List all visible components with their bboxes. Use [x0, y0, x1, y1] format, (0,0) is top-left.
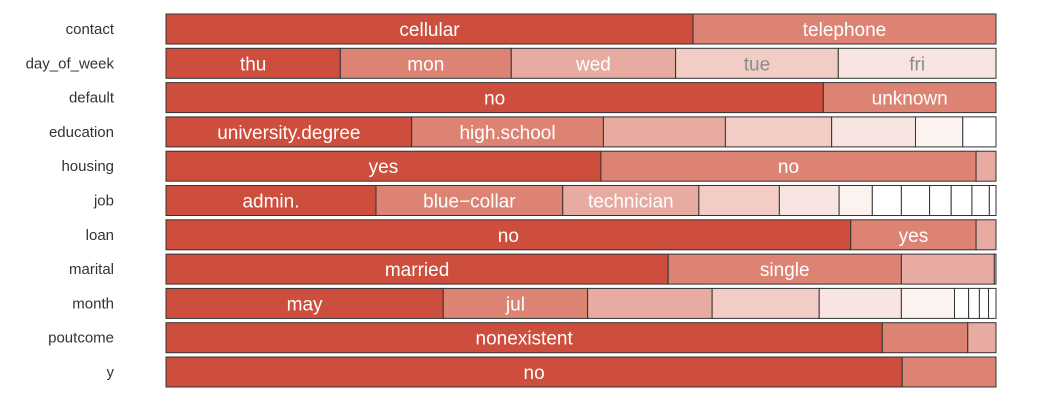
segment-label: telephone — [803, 20, 886, 41]
bar-segment — [600, 150, 977, 182]
row-label: month — [72, 295, 114, 312]
row-label: default — [69, 90, 115, 107]
bar-segment — [971, 185, 990, 216]
bar-segment — [850, 219, 977, 251]
segment-label: high.school — [459, 123, 555, 144]
bar-segment — [165, 287, 444, 319]
row-label: day_of_week — [26, 55, 115, 72]
bar-segment — [165, 253, 669, 285]
row-label: job — [93, 193, 114, 210]
segment-label: admin. — [242, 192, 299, 213]
segment-label: no — [484, 89, 505, 110]
bar-segment — [562, 185, 700, 216]
bar-segment — [954, 287, 970, 319]
row-label: contact — [66, 21, 115, 38]
bar-segment — [165, 82, 824, 114]
bar-segment — [838, 185, 873, 216]
bar-segment — [698, 185, 780, 216]
bar-segment — [602, 116, 726, 148]
segment-label: tue — [744, 54, 770, 75]
segment-label: married — [385, 260, 449, 281]
row-label: loan — [86, 227, 114, 244]
bar-segment — [165, 47, 341, 79]
bar-segment — [881, 322, 969, 354]
segment-label: unknown — [872, 89, 948, 110]
segment-label: no — [524, 363, 545, 384]
bar-segment — [778, 185, 840, 216]
segment-label: technician — [588, 192, 674, 213]
bar-segment — [510, 47, 677, 79]
segment-label: wed — [575, 54, 611, 75]
bar-segment — [978, 287, 990, 319]
segment-label: yes — [369, 157, 399, 178]
bar-segment — [587, 287, 713, 319]
bar-segment — [724, 116, 833, 148]
bar-segment — [165, 185, 377, 216]
bar-segment — [711, 287, 820, 319]
bar-row-month: month may jul — [72, 287, 997, 319]
bar-segment — [165, 322, 883, 354]
bar-row-loan: loan no yes — [86, 219, 997, 251]
bar-segment — [831, 116, 916, 148]
bar-row-housing: housing yes no — [61, 150, 997, 182]
bar-segment — [818, 287, 902, 319]
bar-segment — [667, 253, 902, 285]
segment-label: jul — [505, 294, 525, 315]
bar-segment — [692, 13, 997, 45]
bar-segment — [165, 219, 852, 251]
row-label: poutcome — [48, 330, 114, 347]
segment-label: fri — [909, 54, 925, 75]
bar-row-poutcome: poutcome nonexistent — [48, 322, 997, 354]
bar-segment — [914, 116, 964, 148]
bar-segment — [988, 287, 997, 319]
bar-segment — [975, 150, 997, 182]
bar-segment — [900, 185, 931, 216]
segment-label: single — [760, 260, 810, 281]
bar-segment — [822, 82, 997, 114]
bar-row-default: default no unknown — [69, 82, 997, 114]
row-label: marital — [69, 261, 114, 278]
bar-segment — [962, 116, 997, 148]
bar-row-y: y no — [107, 356, 997, 388]
bar-row-education: education university.degree high.school — [49, 116, 997, 148]
bar-row-day-of-week: day_of_week thu mon wed tue fri — [26, 47, 997, 79]
bar-segment — [900, 253, 995, 285]
bar-segment — [929, 185, 952, 216]
segment-label: mon — [407, 54, 444, 75]
bar-segment — [988, 185, 997, 216]
segment-label: no — [778, 157, 799, 178]
segment-label: blue−collar — [423, 192, 516, 213]
bar-row-contact: contact cellular telephone — [66, 13, 997, 45]
bar-segment — [675, 47, 839, 79]
bar-row-job: job admin. blue−collar technician — [93, 185, 997, 216]
segment-label: thu — [240, 54, 266, 75]
bar-segment — [967, 322, 997, 354]
bar-segment — [165, 116, 413, 148]
segment-label: may — [287, 294, 323, 315]
bar-segment — [901, 356, 997, 388]
segment-label: no — [498, 226, 519, 247]
bar-segment — [871, 185, 902, 216]
row-label: housing — [61, 158, 114, 175]
segment-label: yes — [899, 226, 929, 247]
segment-label: nonexistent — [476, 329, 574, 350]
segment-label: university.degree — [217, 123, 360, 144]
bar-segment — [837, 47, 997, 79]
bar-segment — [442, 287, 589, 319]
bar-row-marital: marital married single — [69, 253, 997, 285]
bar-segment — [993, 253, 997, 285]
segment-label: cellular — [399, 20, 460, 41]
bar-segment — [165, 13, 694, 45]
row-label: education — [49, 124, 114, 141]
bar-segment — [968, 287, 980, 319]
bar-segment — [900, 287, 956, 319]
row-label: y — [107, 364, 115, 381]
bar-segment — [165, 150, 602, 182]
bar-segment — [975, 219, 997, 251]
bar-segment — [950, 185, 973, 216]
